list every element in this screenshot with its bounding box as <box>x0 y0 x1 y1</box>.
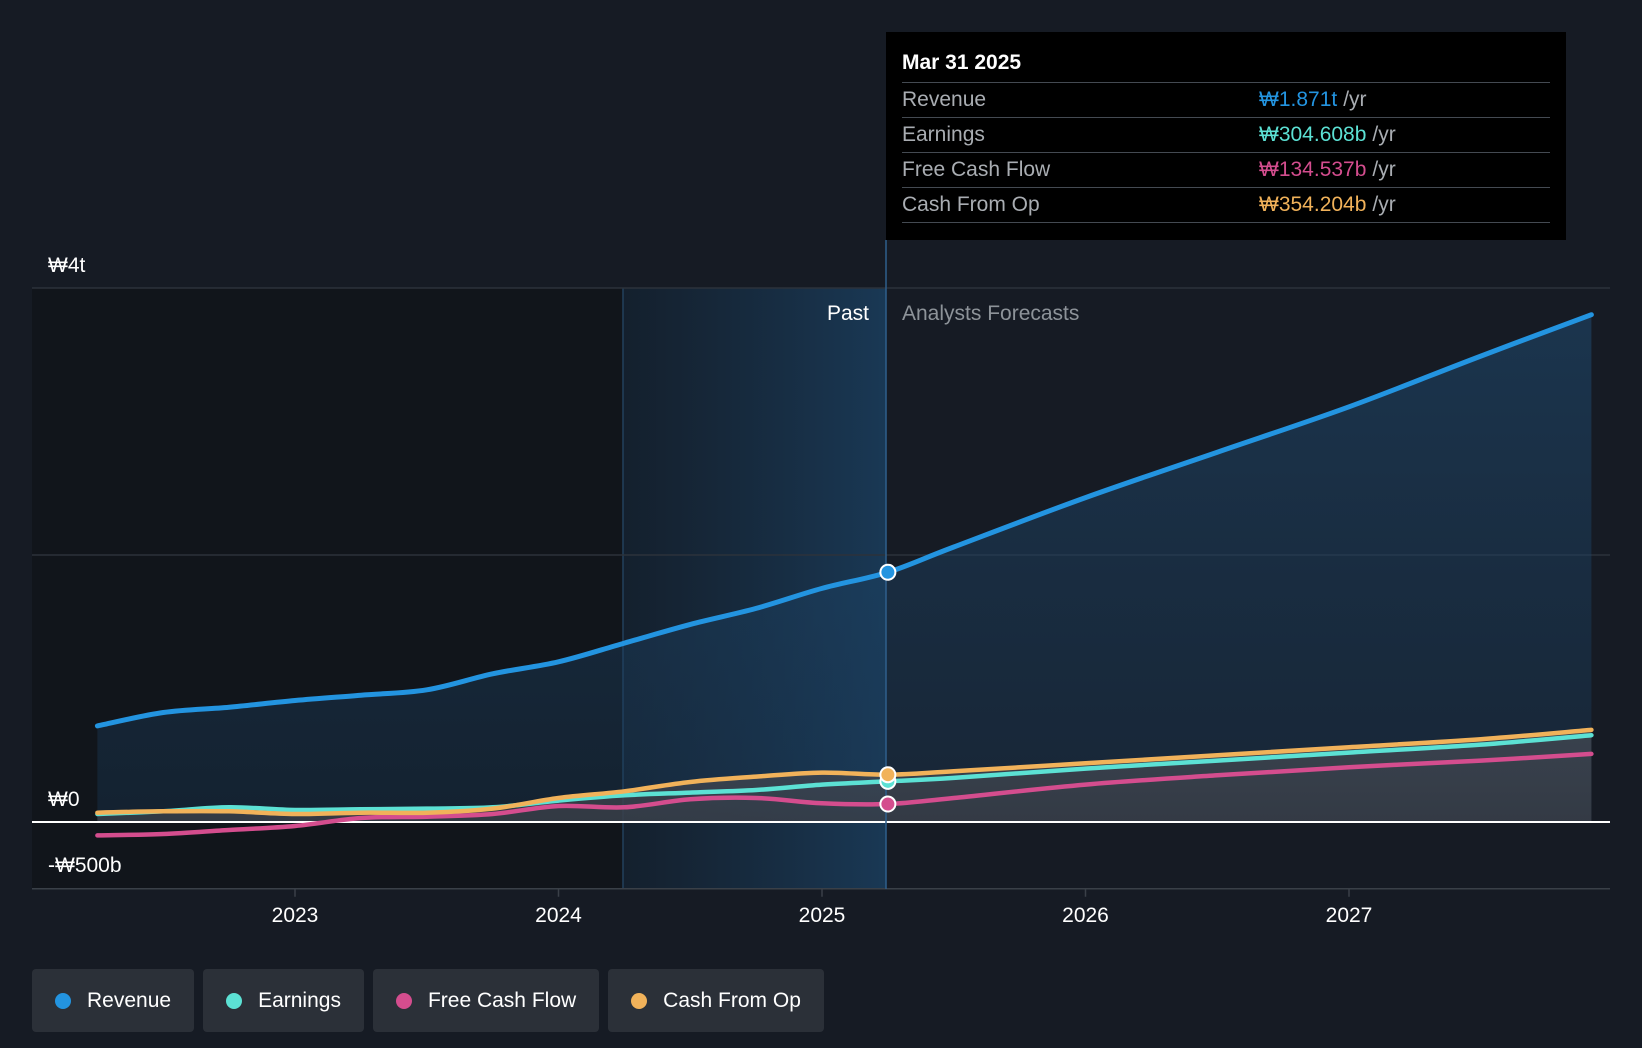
tooltip-row-revenue: Revenue ₩1.871t /yr <box>902 82 1550 117</box>
x-tick-label: 2025 <box>799 904 846 927</box>
cash-from-op-line <box>95 727 1594 817</box>
tooltip: Mar 31 2025 Revenue ₩1.871t /yr Earnings… <box>886 32 1566 240</box>
earnings-line <box>95 732 1594 817</box>
legend: Revenue Earnings Free Cash Flow Cash Fro… <box>32 969 824 1032</box>
tooltip-unit: /yr <box>1372 123 1396 146</box>
tooltip-label: Free Cash Flow <box>902 158 1051 181</box>
tooltip-date: Mar 31 2025 <box>902 51 1022 74</box>
revenue-dot-icon <box>55 992 71 1009</box>
tooltip-row-free-cash-flow: Free Cash Flow ₩134.537b /yr <box>902 152 1550 187</box>
x-tick-label: 2023 <box>272 904 319 927</box>
x-tick-label: 2024 <box>535 904 582 927</box>
y-tick-label: ₩0 <box>48 788 80 811</box>
legend-label: Cash From Op <box>663 988 801 1012</box>
revenue-marker <box>879 563 897 581</box>
tooltip-label: Earnings <box>902 123 985 146</box>
cash-from-op-dot-icon <box>631 992 648 1009</box>
revenue-line <box>94 312 1594 729</box>
y-tick-label: ₩4t <box>48 254 86 277</box>
cash-from-op-marker <box>879 766 897 784</box>
free-cash-flow-marker <box>879 795 897 813</box>
legend-item-revenue[interactable]: Revenue <box>32 969 195 1032</box>
tooltip-label: Cash From Op <box>902 193 1040 216</box>
tooltip-value: ₩354.204b <box>1259 193 1367 216</box>
legend-label: Revenue <box>87 988 172 1012</box>
legend-label: Free Cash Flow <box>427 988 577 1012</box>
free-cash-flow-line <box>95 751 1594 838</box>
free-cash-flow-dot-icon <box>395 992 412 1009</box>
legend-item-free-cash-flow[interactable]: Free Cash Flow <box>372 969 600 1032</box>
earnings-dot-icon <box>226 992 243 1009</box>
x-tick-label: 2027 <box>1326 904 1373 927</box>
tooltip-row-earnings: Earnings ₩304.608b /yr <box>902 117 1550 152</box>
tooltip-unit: /yr <box>1372 193 1396 216</box>
tooltip-value: ₩134.537b <box>1259 158 1367 181</box>
legend-item-cash-from-op[interactable]: Cash From Op <box>608 969 824 1032</box>
tooltip-value: ₩304.608b <box>1259 123 1367 146</box>
legend-label: Earnings <box>258 988 341 1012</box>
revenue-area <box>97 314 1592 822</box>
tooltip-label: Revenue <box>902 88 987 111</box>
tooltip-unit: /yr <box>1343 88 1367 111</box>
forecast-label: Analysts Forecasts <box>902 302 1079 325</box>
tooltip-row-cash-from-op: Cash From Op ₩354.204b /yr <box>902 187 1550 223</box>
tooltip-value: ₩1.871t <box>1259 88 1338 111</box>
cash-from-op-area <box>97 729 1592 822</box>
tooltip-unit: /yr <box>1372 158 1396 181</box>
past-label: Past <box>827 302 869 325</box>
y-tick-label: -₩500b <box>48 854 122 877</box>
legend-item-earnings[interactable]: Earnings <box>203 969 364 1032</box>
x-tick-label: 2026 <box>1062 904 1109 927</box>
